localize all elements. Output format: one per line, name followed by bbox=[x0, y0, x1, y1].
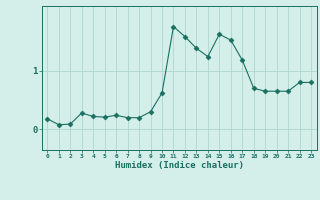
X-axis label: Humidex (Indice chaleur): Humidex (Indice chaleur) bbox=[115, 161, 244, 170]
